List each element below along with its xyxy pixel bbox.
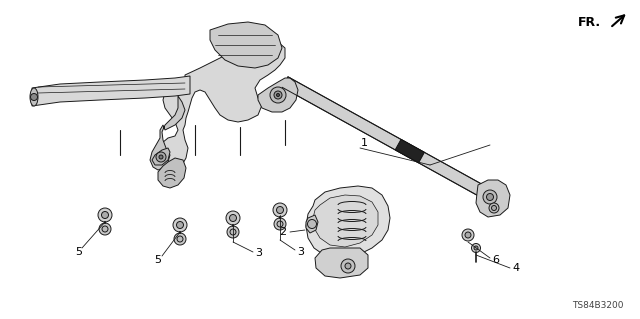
Circle shape (462, 229, 474, 241)
Circle shape (98, 208, 112, 222)
Circle shape (174, 233, 186, 245)
Circle shape (277, 221, 283, 227)
Text: 3: 3 (255, 248, 262, 258)
Circle shape (226, 211, 240, 225)
Text: 1: 1 (360, 138, 367, 148)
Circle shape (31, 93, 38, 100)
Circle shape (227, 226, 239, 238)
Polygon shape (150, 96, 185, 170)
Circle shape (230, 229, 236, 235)
Circle shape (486, 194, 493, 201)
Polygon shape (395, 139, 424, 163)
Circle shape (102, 211, 109, 219)
Circle shape (341, 259, 355, 273)
Polygon shape (476, 180, 510, 217)
Polygon shape (210, 22, 282, 68)
Circle shape (230, 214, 237, 221)
Circle shape (276, 206, 284, 213)
Polygon shape (258, 78, 298, 112)
Circle shape (99, 223, 111, 235)
Circle shape (307, 219, 317, 228)
Polygon shape (160, 40, 285, 170)
Polygon shape (282, 77, 483, 195)
Circle shape (465, 232, 471, 238)
Circle shape (472, 243, 481, 253)
Polygon shape (306, 215, 318, 233)
Circle shape (474, 246, 478, 250)
Polygon shape (313, 195, 378, 247)
Text: 4: 4 (513, 263, 520, 273)
Polygon shape (152, 148, 170, 165)
Polygon shape (315, 248, 368, 278)
Ellipse shape (30, 88, 38, 106)
Circle shape (345, 263, 351, 269)
Circle shape (274, 218, 286, 230)
Polygon shape (32, 76, 190, 106)
Text: 5: 5 (154, 255, 161, 265)
Polygon shape (306, 186, 390, 258)
Text: 5: 5 (76, 247, 83, 257)
Text: FR.: FR. (578, 16, 601, 28)
Circle shape (270, 87, 286, 103)
Circle shape (273, 203, 287, 217)
Circle shape (173, 218, 187, 232)
Text: 6: 6 (493, 255, 499, 265)
Polygon shape (158, 158, 186, 188)
Text: TS84B3200: TS84B3200 (572, 300, 623, 309)
Circle shape (483, 190, 497, 204)
Circle shape (276, 93, 280, 97)
Circle shape (177, 221, 184, 228)
Circle shape (159, 155, 163, 159)
Circle shape (492, 205, 497, 211)
Circle shape (274, 91, 282, 99)
Text: 2: 2 (280, 227, 287, 237)
Circle shape (156, 152, 166, 162)
Circle shape (177, 236, 183, 242)
Circle shape (102, 226, 108, 232)
Circle shape (489, 203, 499, 213)
Text: 3: 3 (298, 247, 305, 257)
